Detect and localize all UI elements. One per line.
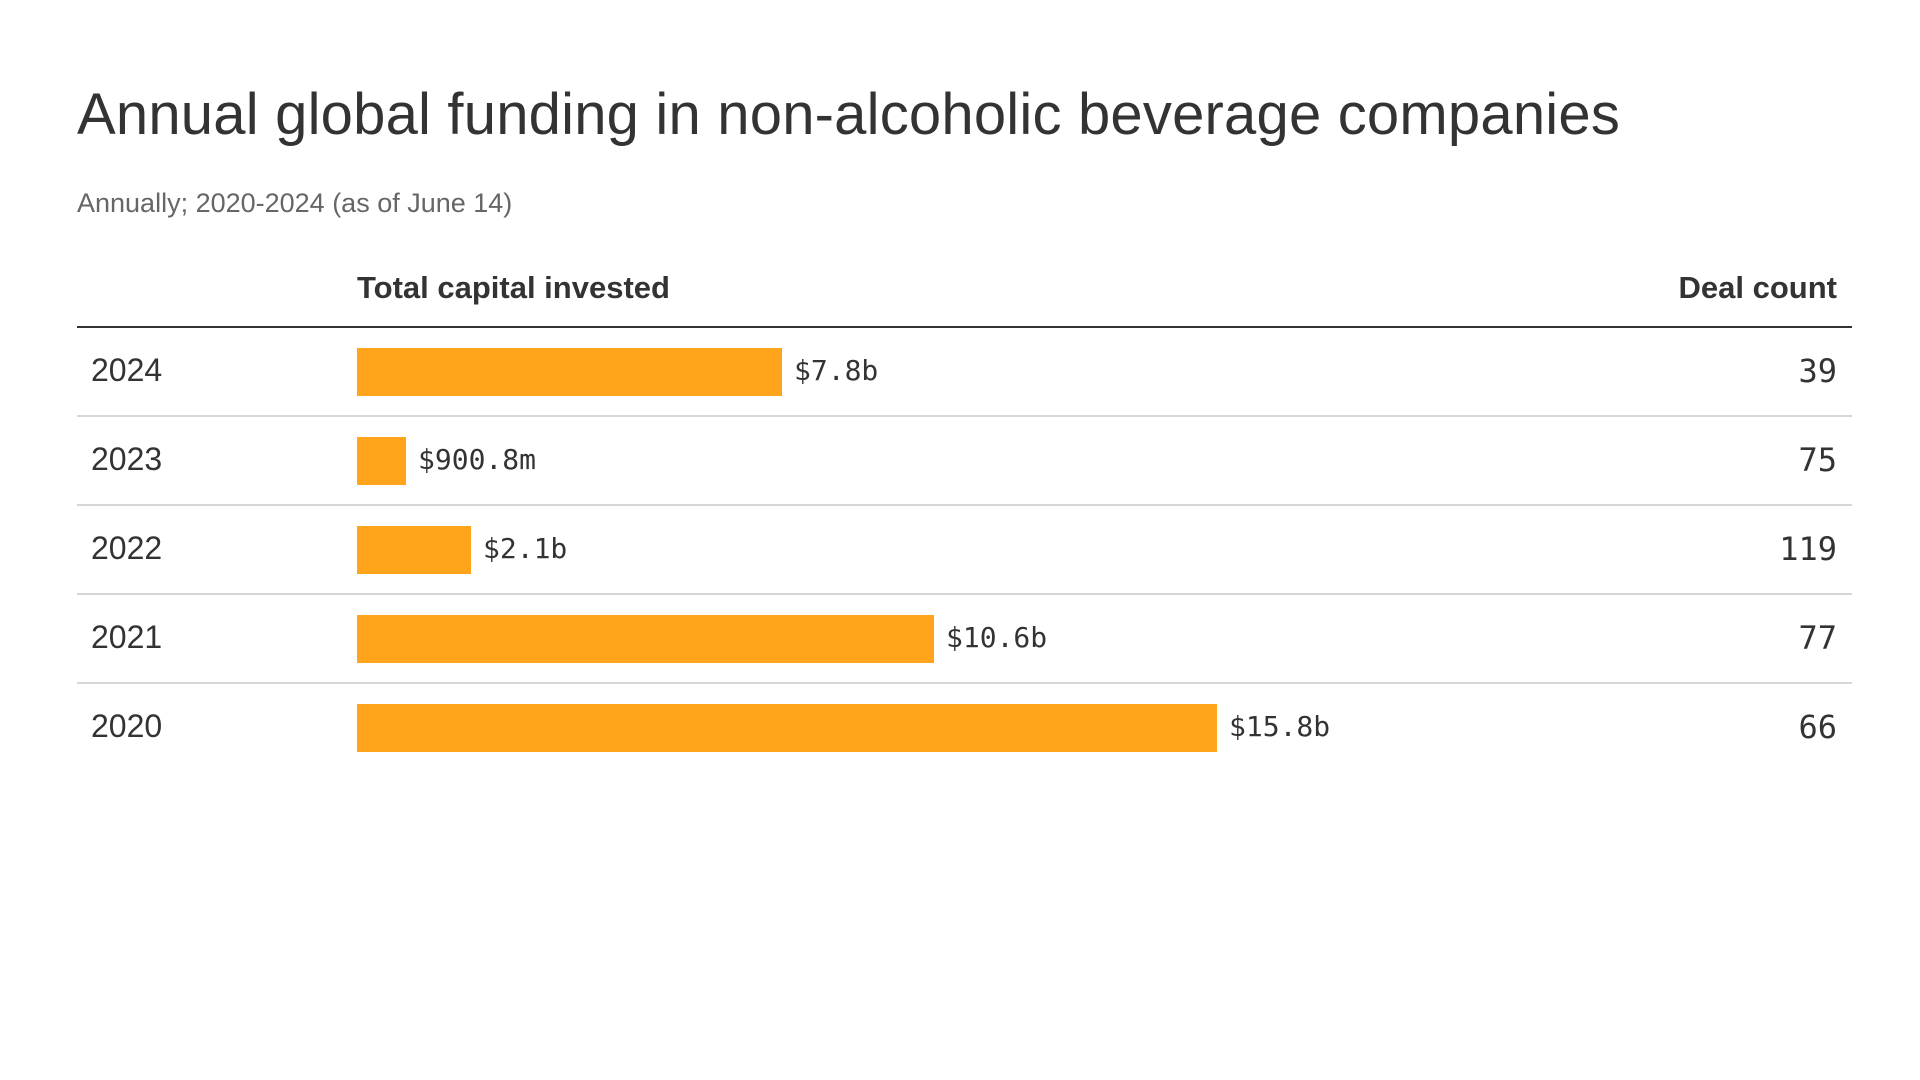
deal-count-value: 119 bbox=[1779, 530, 1837, 568]
row-year-label: 2021 bbox=[91, 619, 163, 655]
row-year-label: 2020 bbox=[91, 708, 163, 744]
deal-count-value: 75 bbox=[1798, 441, 1837, 479]
row-divider bbox=[77, 593, 1852, 595]
chart-title: Annual global funding in non-alcoholic b… bbox=[77, 82, 1621, 147]
column-header-capital: Total capital invested bbox=[357, 270, 670, 305]
header-divider bbox=[77, 326, 1852, 328]
row-year-label: 2024 bbox=[91, 352, 163, 388]
table-row: 2023 $900.8m 75 bbox=[77, 417, 1852, 506]
row-year-label: 2023 bbox=[91, 441, 163, 477]
table-row: 2020 $15.8b 66 bbox=[77, 684, 1852, 773]
capital-bar bbox=[357, 615, 934, 663]
row-year-label: 2022 bbox=[91, 530, 163, 566]
row-divider bbox=[77, 682, 1852, 684]
deal-count-value: 77 bbox=[1798, 619, 1837, 657]
capital-bar bbox=[357, 704, 1217, 752]
capital-bar bbox=[357, 526, 471, 574]
capital-bar bbox=[357, 437, 406, 485]
column-header-deal-count: Deal count bbox=[1678, 270, 1837, 305]
capital-value-label: $7.8b bbox=[794, 354, 879, 387]
capital-bar bbox=[357, 348, 782, 396]
capital-value-label: $900.8m bbox=[418, 443, 537, 476]
table-row: 2021 $10.6b 77 bbox=[77, 595, 1852, 684]
row-divider bbox=[77, 415, 1852, 417]
capital-value-label: $15.8b bbox=[1229, 710, 1331, 743]
deal-count-value: 66 bbox=[1798, 708, 1837, 746]
capital-value-label: $2.1b bbox=[483, 532, 568, 565]
row-divider bbox=[77, 504, 1852, 506]
deal-count-value: 39 bbox=[1798, 352, 1837, 390]
table-row: 2024 $7.8b 39 bbox=[77, 328, 1852, 417]
table-row: 2022 $2.1b 119 bbox=[77, 506, 1852, 595]
chart-subtitle: Annually; 2020-2024 (as of June 14) bbox=[77, 188, 513, 218]
capital-value-label: $10.6b bbox=[946, 621, 1048, 654]
